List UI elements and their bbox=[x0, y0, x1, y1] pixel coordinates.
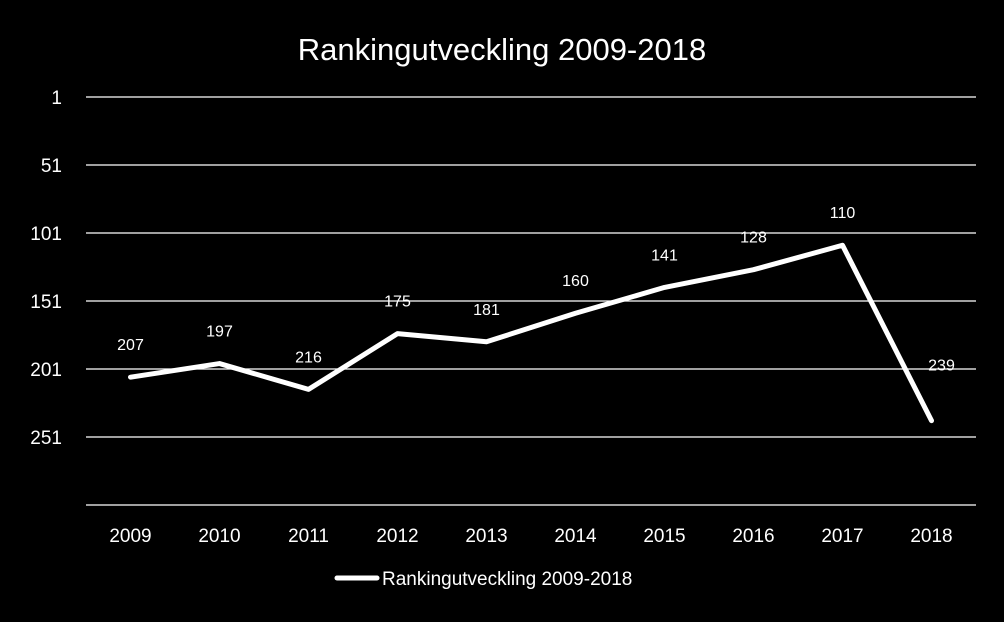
y-tick-label: 51 bbox=[41, 156, 62, 177]
x-tick-label: 2012 bbox=[376, 526, 418, 547]
x-tick-label: 2009 bbox=[109, 526, 151, 547]
y-tick-label: 1 bbox=[51, 88, 62, 109]
y-tick-label: 101 bbox=[30, 224, 62, 245]
data-labels: 207 197 216 175 181 160 141 128 110 239 bbox=[117, 205, 955, 374]
x-tick-label: 2016 bbox=[732, 526, 774, 547]
chart-title: Rankingutveckling 2009-2018 bbox=[298, 32, 706, 67]
data-label: 141 bbox=[651, 247, 678, 264]
y-tick-label: 151 bbox=[30, 292, 62, 313]
data-label: 160 bbox=[562, 273, 589, 290]
x-axis-ticks: 2009 2010 2011 2012 2013 2014 2015 2016 2017 2018 bbox=[109, 526, 952, 547]
x-tick-label: 2011 bbox=[288, 526, 329, 547]
x-tick-label: 2013 bbox=[465, 526, 507, 547]
data-label: 216 bbox=[295, 349, 322, 366]
x-tick-label: 2014 bbox=[554, 526, 597, 547]
data-label: 128 bbox=[740, 230, 767, 247]
gridlines bbox=[86, 96, 976, 506]
x-tick-label: 2010 bbox=[198, 526, 240, 547]
x-tick-label: 2015 bbox=[643, 526, 685, 547]
data-label: 181 bbox=[473, 302, 500, 319]
y-tick-label: 201 bbox=[30, 360, 62, 381]
data-label: 175 bbox=[384, 294, 411, 311]
legend-label: Rankingutveckling 2009-2018 bbox=[382, 569, 632, 590]
data-label: 207 bbox=[117, 337, 144, 354]
data-label: 197 bbox=[206, 324, 233, 341]
y-tick-label: 251 bbox=[30, 428, 62, 449]
data-label: 110 bbox=[830, 205, 856, 222]
data-label: 239 bbox=[928, 358, 955, 375]
series-lines bbox=[128, 242, 934, 424]
x-tick-label: 2017 bbox=[821, 526, 863, 547]
x-tick-label: 2018 bbox=[910, 526, 952, 547]
series-line bbox=[128, 242, 934, 424]
legend: Rankingutveckling 2009-2018 bbox=[334, 569, 632, 590]
